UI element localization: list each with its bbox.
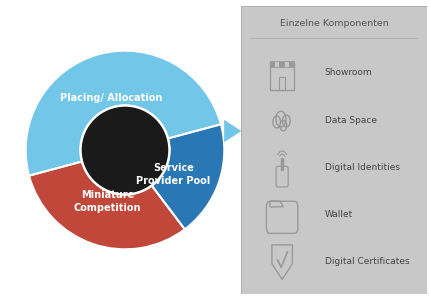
Text: Wallet: Wallet — [324, 210, 352, 219]
Text: Einzelne Komponenten: Einzelne Komponenten — [279, 19, 387, 28]
Text: Data Space: Data Space — [324, 116, 376, 124]
Bar — [270, 61, 294, 67]
Wedge shape — [26, 51, 220, 176]
Wedge shape — [29, 162, 184, 249]
Bar — [284, 62, 288, 67]
Text: Digital Identities: Digital Identities — [324, 163, 399, 172]
Text: Service
Provider Pool: Service Provider Pool — [136, 164, 210, 186]
Text: Miniature
Competition: Miniature Competition — [74, 190, 141, 212]
Text: Placing/ Allocation: Placing/ Allocation — [60, 92, 162, 103]
Bar — [279, 76, 284, 90]
Wedge shape — [152, 124, 224, 229]
Circle shape — [82, 107, 167, 193]
Wedge shape — [168, 124, 224, 150]
Polygon shape — [224, 120, 241, 142]
Bar — [270, 61, 294, 90]
Text: Showroom: Showroom — [324, 68, 372, 77]
Bar — [274, 62, 279, 67]
Circle shape — [80, 105, 169, 195]
Text: Digital Certificates: Digital Certificates — [324, 257, 408, 266]
FancyBboxPatch shape — [241, 6, 426, 294]
